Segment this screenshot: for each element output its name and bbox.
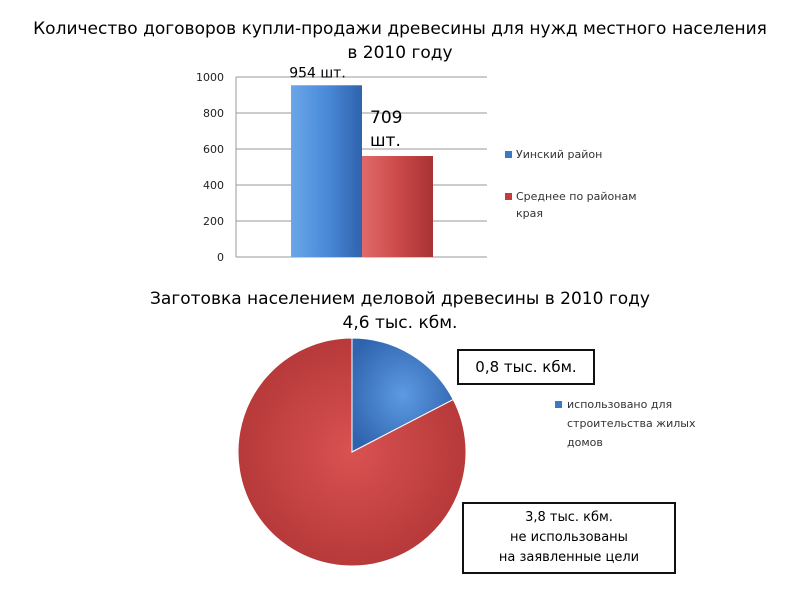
legend-label: Уинский район: [516, 148, 602, 161]
callout-used: 0,8 тыс. кбм.: [457, 349, 595, 385]
pie-chart-title: Заготовка населением деловой древесины в…: [0, 287, 800, 335]
legend-label: строительства жилых: [567, 417, 696, 430]
y-tick-label: 600: [203, 143, 224, 156]
legend-label: Среднее по районам: [516, 190, 637, 203]
legend-label: домов: [567, 436, 603, 449]
y-tick-label: 0: [217, 251, 224, 264]
pie-chart-title-line-2: 4,6 тыс. кбм.: [342, 313, 458, 333]
bar-chart: 0 200 400 600 800 1000 954 шт. 709 шт. Уинский …: [196, 65, 637, 264]
y-tick-label: 1000: [196, 71, 224, 84]
bar-chart-title-line-2: в 2010 году: [347, 43, 453, 63]
legend-label: края: [516, 207, 543, 220]
callout-unused: 3,8 тыс. кбм. не использованы на заявлен…: [462, 502, 676, 574]
bar-data-label: шт.: [370, 131, 401, 151]
pie-slice: [351, 337, 454, 453]
y-tick-label: 200: [203, 215, 224, 228]
callout-unused-line-2: не использованы: [510, 530, 628, 545]
legend-label: использовано для: [567, 398, 672, 411]
callout-unused-line-3: на заявленные цели: [498, 550, 640, 565]
pie-chart-title-line-1: Заготовка населением деловой древесины в…: [150, 289, 650, 309]
bar-chart-title: Количество договоров купли-продажи древе…: [0, 17, 800, 65]
callout-unused-line-1: 3,8 тыс. кбм.: [525, 510, 613, 525]
bar-chart-title-line-1: Количество договоров купли-продажи древе…: [33, 19, 767, 39]
bar: [362, 156, 433, 257]
bar: [291, 85, 362, 257]
y-tick-label: 800: [203, 107, 224, 120]
pie-chart: использовано для строительства жилых домов: [237, 337, 696, 567]
bar-data-label: 709: [370, 108, 402, 128]
callout-used-text: 0,8 тыс. кбм.: [475, 358, 577, 376]
legend-swatch: [555, 401, 562, 408]
legend-swatch: [505, 151, 512, 158]
bar-data-label: 954 шт.: [289, 65, 346, 81]
pie-slice: [237, 337, 467, 567]
legend-swatch: [505, 193, 512, 200]
y-tick-label: 400: [203, 179, 224, 192]
